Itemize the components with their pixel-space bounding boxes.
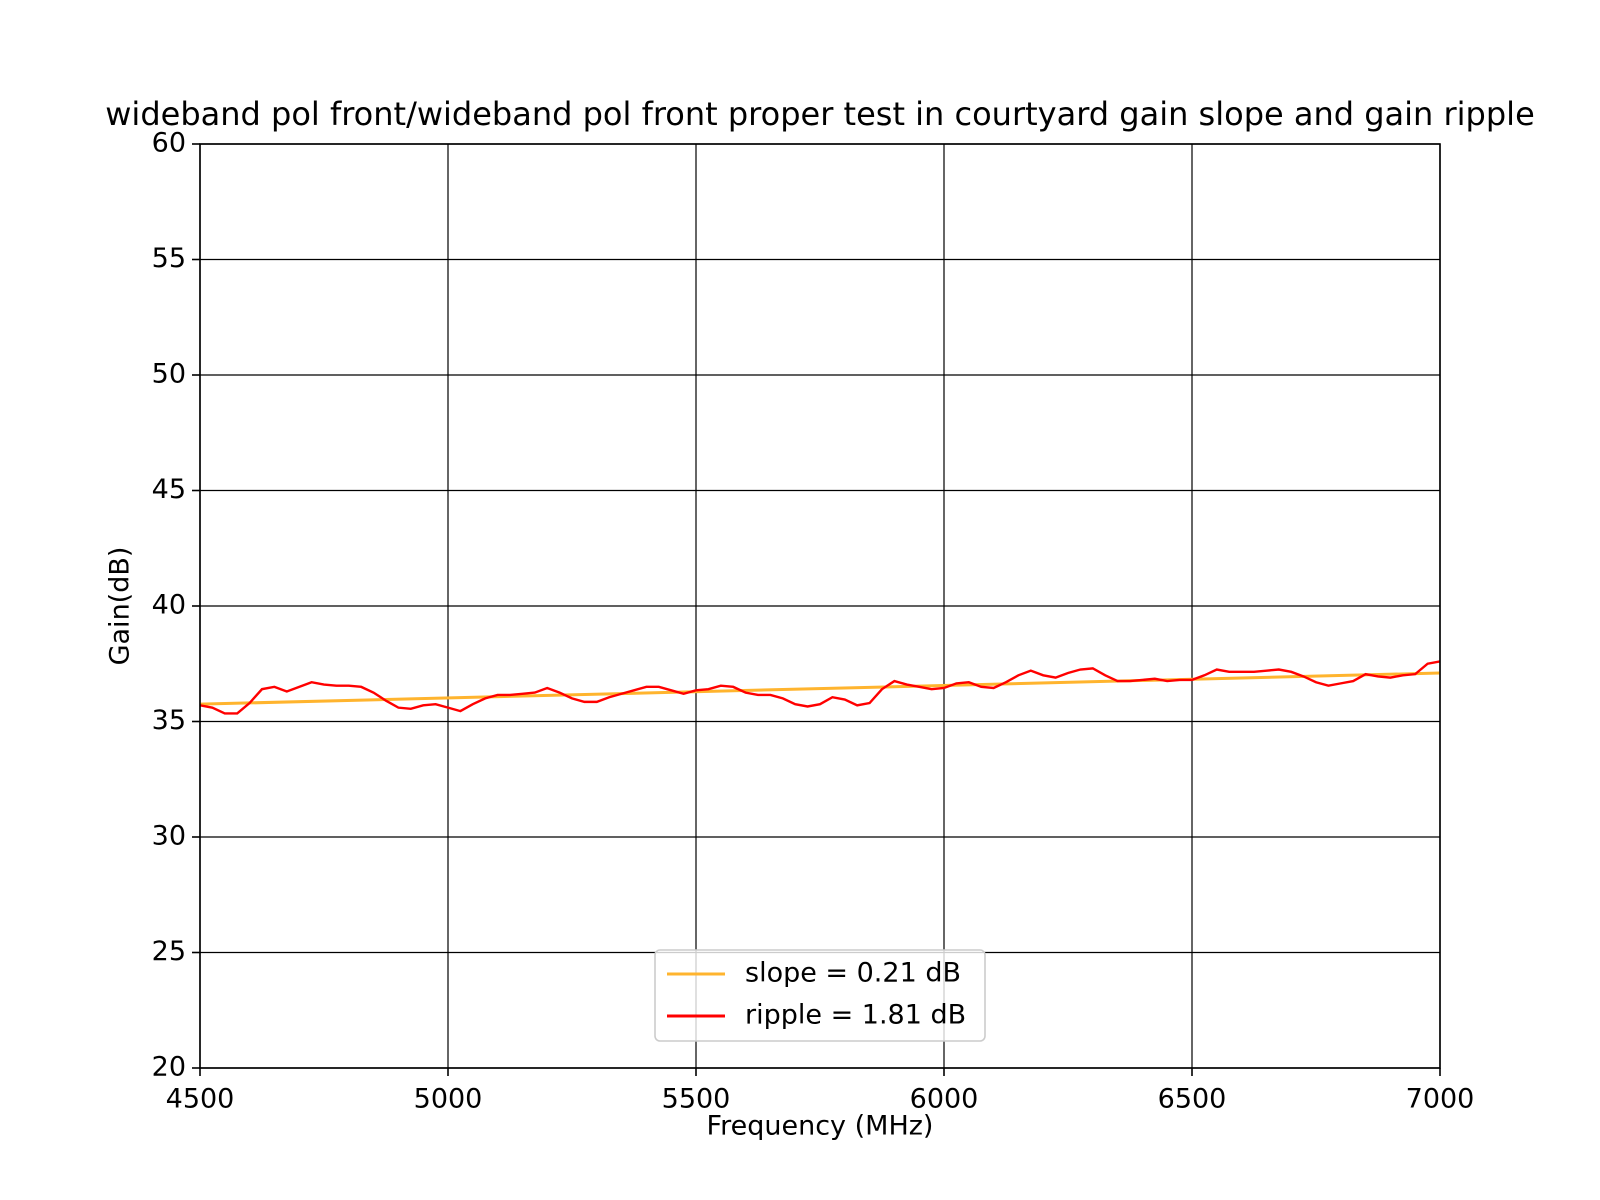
x-axis-label: Frequency (MHz) bbox=[707, 1111, 934, 1142]
y-tick-label: 30 bbox=[152, 821, 186, 852]
legend-box bbox=[654, 949, 986, 1042]
series-line bbox=[200, 671, 1440, 706]
series-line bbox=[200, 660, 1440, 715]
x-tick-label: 7000 bbox=[1406, 1084, 1475, 1115]
y-tick-label: 55 bbox=[152, 243, 186, 274]
y-tick-label: 40 bbox=[152, 590, 186, 621]
y-tick-label: 60 bbox=[152, 128, 186, 159]
x-tick-label: 4500 bbox=[166, 1084, 235, 1115]
y-axis-label: Gain(dB) bbox=[105, 547, 136, 666]
y-tick-label: 45 bbox=[152, 474, 186, 505]
legend-label: slope = 0.21 dB bbox=[745, 958, 961, 989]
x-tick-label: 5500 bbox=[662, 1084, 731, 1115]
y-tick-label: 35 bbox=[152, 705, 186, 736]
x-tick-label: 6000 bbox=[910, 1084, 979, 1115]
chart-title: wideband pol front/wideband pol front pr… bbox=[105, 95, 1535, 133]
y-tick-label: 20 bbox=[152, 1052, 186, 1083]
legend-label: ripple = 1.81 dB bbox=[745, 1000, 966, 1031]
x-tick-label: 6500 bbox=[1158, 1084, 1227, 1115]
y-tick-label: 25 bbox=[152, 936, 186, 967]
plot-frame bbox=[199, 143, 1441, 1069]
y-tick-label: 50 bbox=[152, 359, 186, 390]
x-tick-label: 5000 bbox=[414, 1084, 483, 1115]
